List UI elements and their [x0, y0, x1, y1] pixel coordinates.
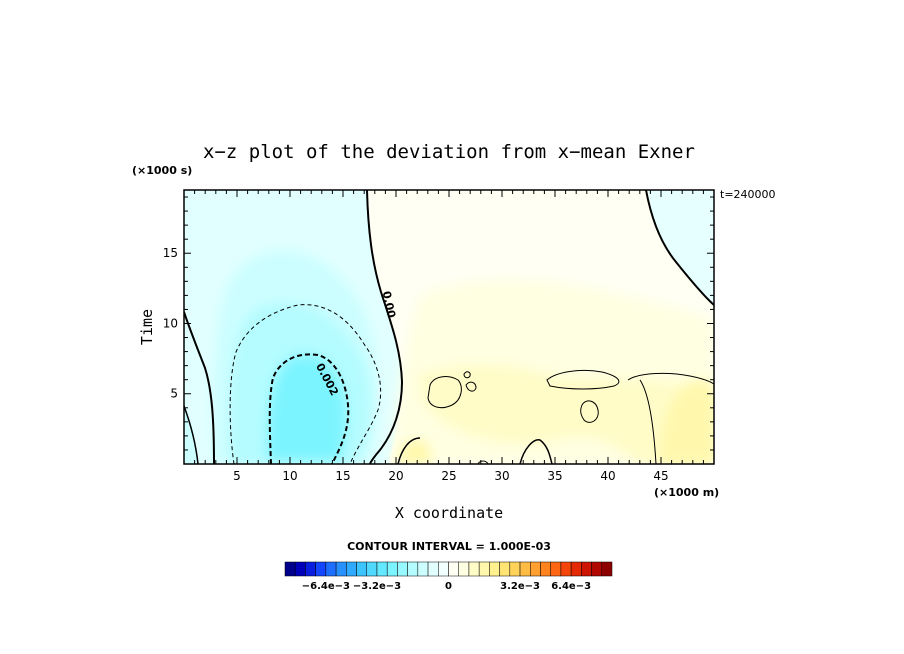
- colorbar-swatch: [478, 561, 490, 577]
- region-cyan-sw: [184, 405, 198, 464]
- colorbar-swatch: [346, 561, 357, 577]
- colorbar-swatch: [550, 561, 562, 577]
- colorbar-swatch: [366, 561, 378, 577]
- contour-pos001-a: [427, 376, 462, 409]
- contour-pos001-b: [546, 369, 620, 390]
- colorbar-swatch: [489, 561, 500, 577]
- colorbar-swatch: [427, 561, 439, 577]
- colorbar-swatch: [540, 561, 551, 577]
- x-tick-label: 15: [335, 469, 350, 483]
- colorbar-tick-label: 3.2e−3: [500, 581, 540, 592]
- x-axis-label: X coordinate: [395, 504, 503, 522]
- x-tick-label: 40: [600, 469, 615, 483]
- contour-neg001: [229, 304, 382, 464]
- colorbar-swatch: [294, 561, 306, 577]
- x-tick-label: 10: [282, 469, 297, 483]
- y-axis-label: Time: [138, 309, 156, 345]
- colorbar-swatch: [448, 561, 459, 577]
- contour-pos001-g: [519, 439, 553, 464]
- axis-ticks: 5 10 15 20 25 30 35 40 45 5 10 15: [163, 190, 714, 483]
- x-tick-label: 25: [441, 469, 456, 483]
- region-yellow-patch-3: [660, 380, 714, 464]
- colorbar-swatch: [315, 561, 327, 577]
- colorbar-swatch: [417, 561, 429, 577]
- contour-small-2: [465, 381, 477, 392]
- colorbar-swatch: [601, 561, 613, 577]
- colorbar-tick-label: −6.4e−3: [302, 581, 350, 592]
- x-tick-label: 35: [547, 469, 562, 483]
- contour-zero-west: [184, 311, 215, 464]
- colorbar-tick-label: 0: [445, 581, 452, 592]
- contour-lines: [184, 190, 714, 464]
- contour-pos001-d: [627, 372, 714, 385]
- region-ne-cyan: [648, 190, 714, 305]
- x-tick-label: 45: [653, 469, 668, 483]
- colorbar-swatch: [530, 561, 541, 577]
- contour-zero-ne: [645, 190, 714, 306]
- contour-interval-text: CONTOUR INTERVAL = 1.000E-03: [347, 540, 551, 553]
- colorbar-swatch: [386, 561, 398, 577]
- y-tick-label: 5: [170, 387, 178, 401]
- colorbar-swatch: [438, 561, 449, 577]
- contour-small-3: [477, 460, 489, 464]
- colorbar-swatch: [509, 561, 521, 577]
- colorbar-swatch: [458, 561, 470, 577]
- contour-zero-sw: [184, 405, 199, 464]
- x-tick-label: 20: [388, 469, 403, 483]
- colorbar-swatch: [305, 561, 316, 577]
- contour-zero-main: [366, 190, 404, 464]
- contour-pos001-f: [397, 437, 421, 464]
- region-cyan-core: [268, 355, 346, 460]
- y-unit-label: (×1000 s): [132, 164, 192, 177]
- colorbar-swatch: [397, 561, 408, 577]
- colorbar-swatch: [570, 561, 582, 577]
- x-tick-label: 5: [233, 469, 241, 483]
- colorbar-swatch: [468, 561, 480, 577]
- plot-area: 0.000.002: [184, 190, 714, 464]
- colorbar-swatch: [591, 561, 603, 577]
- time-stamp: t=240000: [720, 188, 776, 201]
- colorbar-tick-label: −3.2e−3: [353, 581, 401, 592]
- colorbar: −6.4e−3 −3.2e−3 0 3.2e−3 6.4e−3: [284, 561, 613, 592]
- chart-title: x−z plot of the deviation from x−mean Ex…: [203, 141, 695, 163]
- colorbar-swatch: [581, 561, 592, 577]
- colorbar-swatch: [519, 561, 531, 577]
- colorbar-swatch: [499, 561, 511, 577]
- contour-pos001-c: [580, 400, 599, 423]
- colorbar-swatch: [407, 561, 419, 577]
- contour-pos001-e: [639, 379, 657, 464]
- colorbar-swatch: [335, 561, 347, 577]
- colorbar-swatch: [560, 561, 572, 577]
- colorbar-swatch: [325, 561, 337, 577]
- colorbar-tick-label: 6.4e−3: [551, 581, 591, 592]
- colorbar-swatch: [376, 561, 388, 577]
- contour-neg002: [268, 353, 350, 464]
- y-tick-label: 15: [163, 246, 178, 260]
- contour-label: 0.00: [380, 290, 398, 320]
- colorbar-swatch: [284, 561, 296, 577]
- y-tick-label: 10: [163, 316, 178, 330]
- x-tick-label: 30: [494, 469, 509, 483]
- colorbar-swatch: [356, 561, 367, 577]
- x-unit-label: (×1000 m): [654, 486, 719, 499]
- contour-small-1: [463, 371, 471, 379]
- region-yellow-patch-1: [419, 364, 714, 464]
